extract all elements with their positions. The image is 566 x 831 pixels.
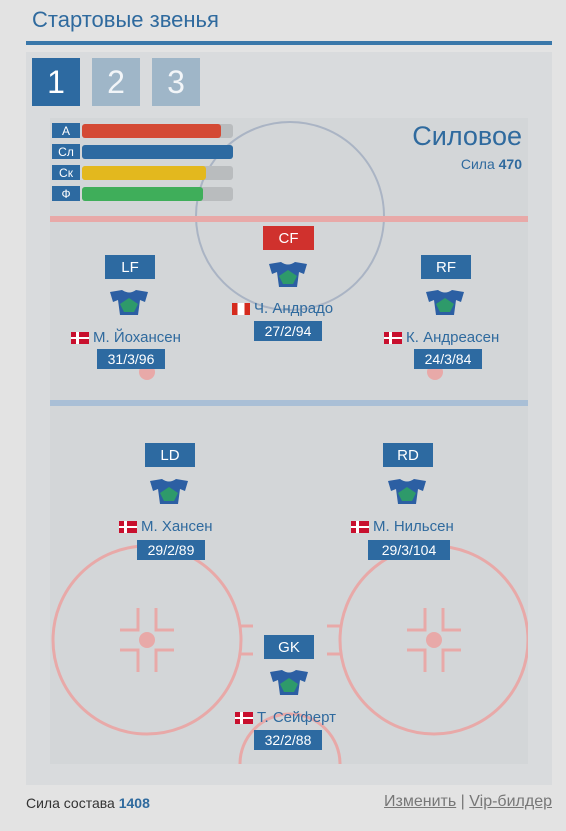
stat-label-speed: Ск: [52, 165, 80, 180]
jersey-icon: [388, 479, 426, 504]
stat-bar-speed: [82, 166, 233, 180]
jersey-icon: [110, 290, 148, 315]
player-name-lf[interactable]: М. Йохансен: [71, 329, 181, 346]
footer-links: Изменить | Vip-билдер: [384, 793, 552, 811]
tab-line-2[interactable]: 2: [92, 58, 140, 106]
player-name-ld-label: М. Хансен: [141, 518, 213, 535]
tab-line-3[interactable]: 3: [152, 58, 200, 106]
jersey-icon: [270, 670, 308, 695]
stat-bar-fill-form: [82, 187, 203, 201]
line-type-name: Силовое: [412, 121, 522, 151]
stat-bar-fill-speed: [82, 166, 206, 180]
team-power-label: Сила состава: [26, 795, 115, 811]
player-stats-ld: 29/2/89: [137, 540, 205, 560]
position-ld-button[interactable]: LD: [145, 443, 195, 467]
stat-bar-fill-attack: [82, 124, 221, 138]
line-power: Сила 470: [461, 156, 522, 172]
stat-label-attack: А: [52, 123, 80, 138]
player-stats-gk: 32/2/88: [254, 730, 322, 750]
player-name-rf-label: К. Андреасен: [406, 329, 500, 346]
edit-link[interactable]: Изменить: [384, 793, 457, 810]
team-power: Сила состава 1408: [26, 795, 150, 811]
tab-line-1[interactable]: 1: [32, 58, 80, 106]
line-power-label: Сила: [460, 156, 495, 172]
stat-bar-attack: [82, 124, 233, 138]
line-power-value: 470: [498, 156, 522, 172]
stat-label-form: Ф: [52, 186, 80, 201]
player-name-cf-label: Ч. Андрадо: [254, 300, 334, 317]
player-stats-lf: 31/3/96: [97, 349, 165, 369]
player-stats-rf: 24/3/84: [414, 349, 482, 369]
player-name-rf[interactable]: К. Андреасен: [384, 329, 499, 346]
flag-denmark-icon: [235, 711, 253, 724]
page-title: Стартовые звенья: [32, 7, 219, 32]
link-separator: |: [460, 793, 465, 810]
rink-markings: [50, 121, 528, 764]
title-divider: [26, 41, 552, 45]
player-name-gk[interactable]: Т. Сейферт: [235, 709, 336, 726]
position-cf-button[interactable]: CF: [263, 226, 314, 250]
stat-bar-fill-strength: [82, 145, 233, 159]
jersey-icon: [426, 290, 464, 315]
player-stats-rd: 29/3/104: [368, 540, 450, 560]
stat-bar-form: [82, 187, 233, 201]
position-rd-button[interactable]: RD: [383, 443, 433, 467]
player-name-gk-label: Т. Сейферт: [257, 709, 336, 726]
jersey-icon: [150, 479, 188, 504]
player-stats-cf: 27/2/94: [254, 321, 322, 341]
position-lf-button[interactable]: LF: [105, 255, 155, 279]
hockey-rink: [50, 118, 528, 764]
flag-denmark-icon: [71, 331, 89, 344]
flag-denmark-icon: [384, 331, 402, 344]
stat-label-strength: Сл: [52, 144, 80, 159]
flag-denmark-icon: [119, 520, 137, 533]
player-name-ld[interactable]: М. Хансен: [119, 518, 213, 535]
player-name-cf[interactable]: Ч. Андрадо: [232, 300, 333, 317]
vip-builder-link[interactable]: Vip-билдер: [469, 793, 552, 810]
stat-bar-strength: [82, 145, 233, 159]
position-gk-button[interactable]: GK: [264, 635, 314, 659]
team-power-value: 1408: [118, 795, 150, 811]
player-name-rd[interactable]: М. Нильсен: [351, 518, 454, 535]
player-name-lf-label: М. Йохансен: [93, 329, 181, 346]
flag-canada-icon: [232, 302, 250, 315]
position-rf-button[interactable]: RF: [421, 255, 471, 279]
jersey-icon: [269, 262, 307, 287]
player-name-rd-label: М. Нильсен: [373, 518, 454, 535]
flag-denmark-icon: [351, 520, 369, 533]
